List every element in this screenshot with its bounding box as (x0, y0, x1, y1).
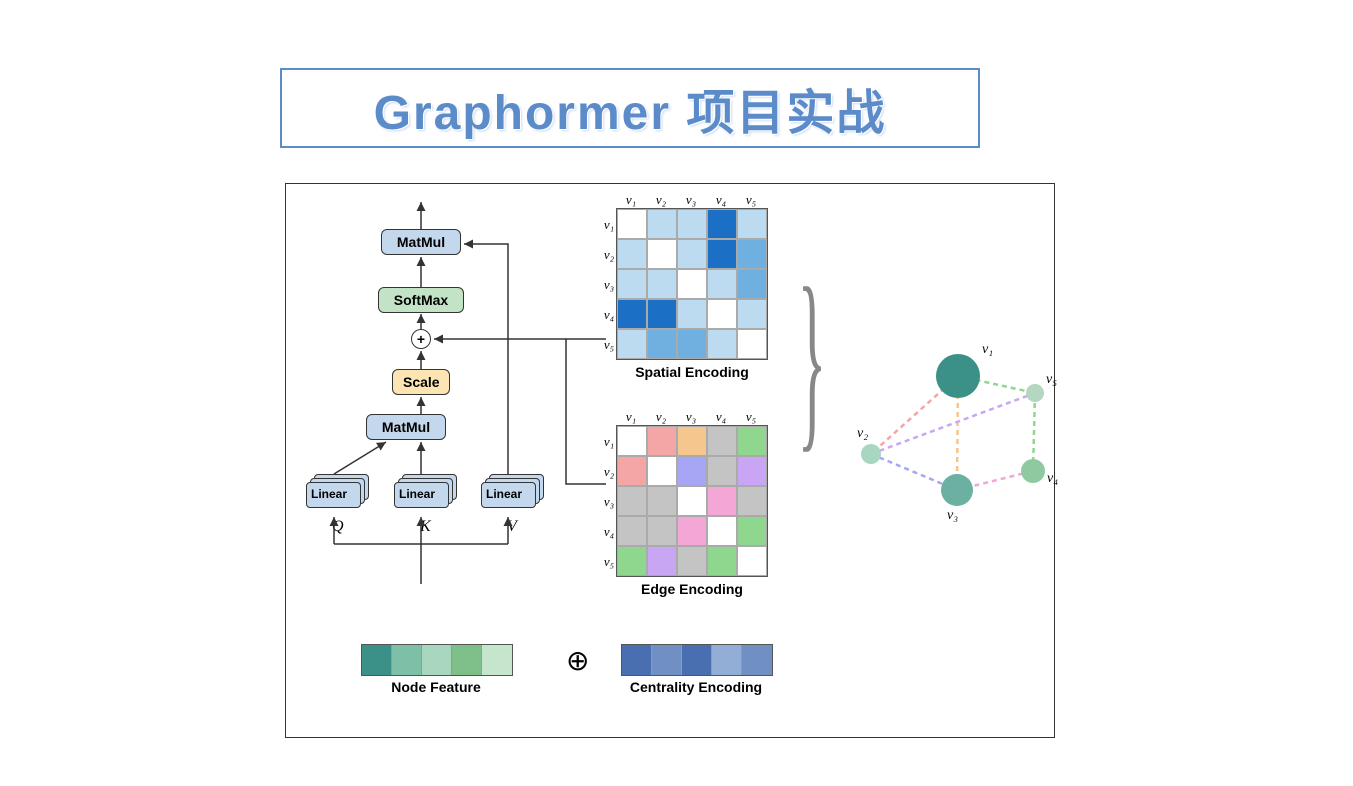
scale-block: Scale (392, 369, 450, 395)
graph-label-v4: v₄ (1047, 471, 1058, 487)
graph-node-v3 (941, 474, 973, 506)
softmax-block: SoftMax (378, 287, 464, 313)
architecture-diagram: MatMul SoftMax + Scale MatMul Linear Lin… (285, 183, 1055, 738)
title-container: Graphormer 项目实战 (280, 68, 980, 148)
linear-v-stack: Linear (481, 474, 546, 514)
matmul-bottom-block: MatMul (366, 414, 446, 440)
graph-node-v5 (1026, 384, 1044, 402)
graph-node-v1 (936, 354, 980, 398)
graph-label-v5: v₅ (1046, 372, 1057, 388)
edge-encoding-label: Edge Encoding (616, 581, 768, 597)
graph-node-v4 (1021, 459, 1045, 483)
k-label: K (420, 518, 431, 536)
plus-icon: ⊕ (566, 644, 589, 677)
edge-encoding-matrix: v₁v₂v₃v₄v₅ v₁v₂v₃v₄v₅ Edge Encoding (616, 409, 768, 597)
graph-node-v2 (861, 444, 881, 464)
node-feature-label: Node Feature (381, 679, 491, 695)
q-label: Q (332, 518, 344, 536)
spatial-encoding-matrix: v₁v₂v₃v₄v₅ v₁v₂v₃v₄v₅ Spatial Encoding (616, 192, 768, 380)
node-feature-strip (361, 644, 513, 676)
centrality-encoding-strip (621, 644, 773, 676)
v-label: V (507, 518, 517, 536)
graph-label-v2: v₂ (857, 426, 868, 442)
bracket-icon: } (798, 244, 827, 473)
spatial-encoding-label: Spatial Encoding (616, 364, 768, 380)
graph-label-v3: v₃ (947, 508, 958, 524)
graph-visualization: v₁v₂v₃v₄v₅ (856, 334, 1046, 534)
matmul-top-block: MatMul (381, 229, 461, 255)
linear-q-stack: Linear (306, 474, 371, 514)
linear-k-stack: Linear (394, 474, 459, 514)
centrality-encoding-label: Centrality Encoding (616, 679, 776, 695)
add-node: + (411, 329, 431, 349)
graph-label-v1: v₁ (982, 342, 993, 358)
page-title: Graphormer 项目实战 (374, 73, 887, 143)
